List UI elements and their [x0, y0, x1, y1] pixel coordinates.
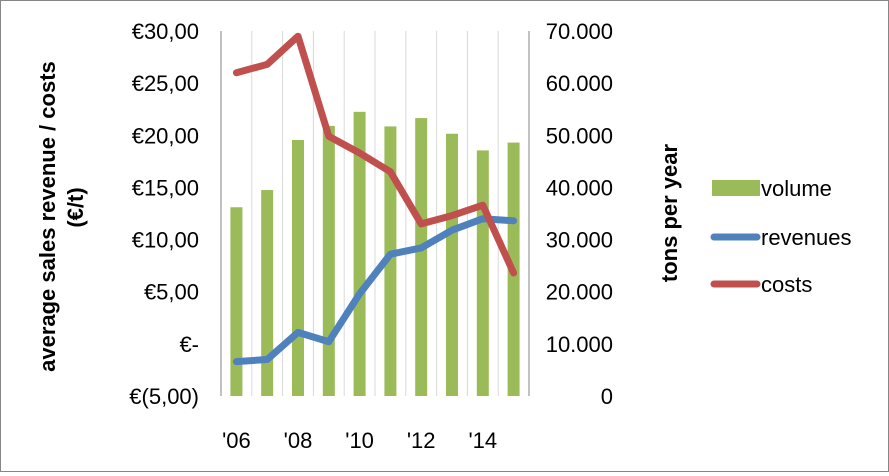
x-tick-label: '08: [284, 428, 313, 453]
left-tick-label: €10,00: [132, 228, 199, 253]
right-tick-label: 10.000: [546, 332, 613, 357]
right-tick-label: 30.000: [546, 228, 613, 253]
x-tick-label: '12: [407, 428, 436, 453]
right-axis-ticks: 70.000 60.000 50.000 40.000 30.000 20.000 10.0…: [546, 19, 613, 409]
x-axis-ticks: '06 '08 '10 '12 '14: [222, 428, 497, 453]
right-tick-label: 20.000: [546, 280, 613, 305]
right-tick-label: 40.000: [546, 175, 613, 200]
left-tick-label: €(5,00): [129, 384, 199, 409]
volume-bar: [476, 150, 489, 396]
left-tick-label: €25,00: [132, 71, 199, 96]
legend-revenues-label: revenues: [761, 225, 852, 250]
left-axis-title: average sales revenue / costs (€/t): [35, 55, 88, 372]
volume-bar: [230, 207, 243, 396]
left-tick-label: €30,00: [132, 19, 199, 44]
left-tick-label: €15,00: [132, 175, 199, 200]
x-tick-label: '10: [345, 428, 374, 453]
right-tick-label: 0: [601, 384, 613, 409]
legend: volume revenues costs: [710, 176, 852, 297]
left-axis-ticks: €30,00 €25,00 €20,00 €15,00 €10,00 €5,00 €- €(5…: [129, 19, 199, 409]
x-tick-label: '14: [468, 428, 497, 453]
legend-volume-label: volume: [761, 176, 832, 201]
line-layer: [232, 32, 518, 366]
left-axis-title-line-1: average sales revenue / costs: [35, 61, 60, 372]
volume-bar: [261, 190, 274, 396]
left-tick-label: €20,00: [132, 123, 199, 148]
volume-bar: [415, 118, 428, 396]
volume-bar: [384, 126, 397, 397]
left-axis-title-line-2: (€/t): [63, 187, 88, 227]
right-axis-title: tons per year: [657, 143, 682, 282]
right-tick-label: 50.000: [546, 123, 613, 148]
left-tick-label: €-: [179, 332, 199, 357]
volume-bar: [322, 125, 335, 397]
legend-volume-swatch: [712, 180, 760, 196]
right-tick-label: 60.000: [546, 71, 613, 96]
right-tick-label: 70.000: [546, 19, 613, 44]
volume-bar: [353, 111, 366, 397]
costs-line: [232, 32, 518, 277]
left-tick-label: €5,00: [144, 280, 199, 305]
volume-bar: [292, 139, 304, 396]
x-tick-label: '06: [222, 428, 251, 453]
legend-costs-label: costs: [761, 272, 812, 297]
revenues-line: [232, 215, 518, 366]
volume-bar: [446, 133, 458, 396]
